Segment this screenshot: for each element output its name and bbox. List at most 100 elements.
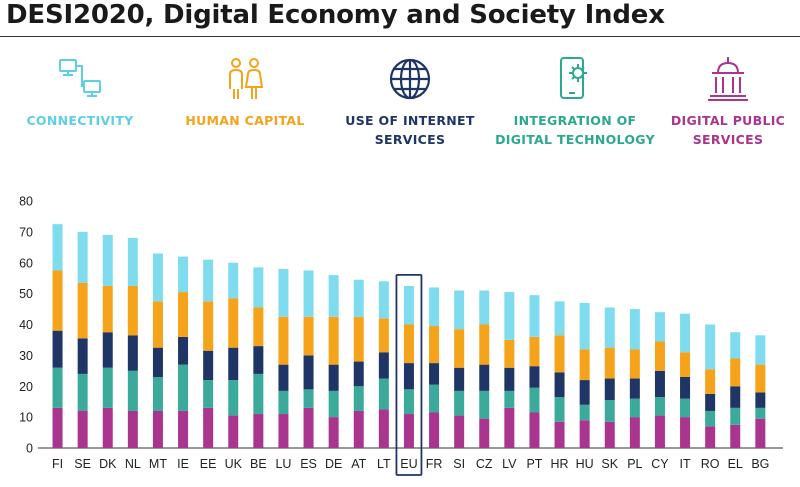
bar-segment-digital-technology: [579, 404, 590, 421]
x-tick-label: RO: [701, 457, 720, 471]
bar-segment-human-capital: [629, 349, 640, 379]
bar-segment-human-capital: [479, 324, 490, 365]
bar-segment-digital-technology: [228, 380, 239, 416]
bar-segment-digital-technology: [328, 390, 339, 418]
people-icon: [221, 55, 269, 103]
bar-segment-connectivity: [730, 332, 741, 359]
y-tick-label: 30: [19, 349, 33, 363]
bar-segment-internet-services: [654, 370, 665, 398]
bar-segment-digital-technology: [403, 389, 414, 415]
bar-segment-digital-technology: [604, 400, 615, 422]
bar-segment-digital-technology: [253, 373, 264, 415]
x-tick-label: SI: [453, 457, 465, 471]
bar-segment-internet-services: [429, 363, 440, 385]
bar-segment-digital-technology: [278, 390, 289, 415]
bar-segment-human-capital: [253, 307, 264, 347]
x-tick-label: EE: [200, 457, 217, 471]
bar-segment-public-services: [353, 410, 364, 448]
bar-segment-internet-services: [454, 367, 465, 391]
bar-segment-human-capital: [102, 285, 113, 333]
bar-segment-connectivity: [303, 270, 314, 317]
bar-segment-connectivity: [654, 312, 665, 342]
bar-segment-public-services: [629, 417, 640, 448]
bar-segment-internet-services: [504, 367, 515, 391]
bar-segment-human-capital: [178, 292, 189, 337]
bar-segment-connectivity: [52, 224, 63, 271]
bar-segment-human-capital: [328, 316, 339, 365]
x-tick-label: CZ: [476, 457, 493, 471]
bar-segment-digital-technology: [680, 398, 691, 418]
bar-segment-digital-technology: [654, 397, 665, 416]
bar-segment-internet-services: [604, 378, 615, 401]
bar-segment-digital-technology: [178, 364, 189, 411]
x-tick-label: ES: [300, 457, 317, 471]
bar-segment-human-capital: [654, 341, 665, 371]
dimension-digital-public-services: DIGITAL PUBLIC SERVICES: [648, 55, 800, 149]
x-tick-label: SK: [601, 457, 618, 471]
bar-segment-digital-technology: [203, 380, 214, 408]
bar-segment-human-capital: [278, 316, 289, 365]
bar-segment-human-capital: [203, 301, 214, 351]
bar-segment-digital-technology: [303, 389, 314, 408]
bar-segment-internet-services: [127, 335, 138, 371]
bar-segment-public-services: [403, 414, 414, 448]
x-tick-label: SE: [74, 457, 91, 471]
bar-segment-public-services: [654, 415, 665, 448]
bar-segment-connectivity: [604, 307, 615, 348]
dimension-label: HUMAN CAPITAL: [185, 113, 305, 128]
bar-segment-internet-services: [353, 361, 364, 387]
bar-segment-public-services: [152, 410, 163, 448]
bar-segment-connectivity: [203, 259, 214, 302]
bar-segment-internet-services: [378, 352, 389, 379]
bar-segment-internet-services: [178, 336, 189, 365]
bar-segment-human-capital: [579, 349, 590, 381]
bar-segment-internet-services: [253, 346, 264, 374]
bar-segment-human-capital: [52, 270, 63, 331]
bar-segment-digital-technology: [52, 367, 63, 408]
bar-segment-digital-technology: [629, 398, 640, 418]
bar-segment-human-capital: [730, 358, 741, 387]
bar-segment-public-services: [127, 410, 138, 448]
bar-segment-human-capital: [403, 324, 414, 364]
bar-segment-internet-services: [152, 347, 163, 377]
bar-segment-public-services: [529, 412, 540, 448]
bar-segment-connectivity: [479, 290, 490, 325]
bar-segment-human-capital: [504, 339, 515, 368]
bar-segment-internet-services: [328, 364, 339, 391]
bar-segment-digital-technology: [429, 384, 440, 413]
phone-gear-icon: [551, 55, 599, 103]
bar-segment-internet-services: [579, 380, 590, 405]
bar-segment-public-services: [730, 424, 741, 448]
bar-segment-public-services: [102, 407, 113, 448]
x-tick-label: HU: [576, 457, 594, 471]
bar-segment-internet-services: [479, 364, 490, 391]
bar-segment-internet-services: [629, 378, 640, 399]
bar-segment-public-services: [579, 420, 590, 448]
bar-segment-connectivity: [228, 262, 239, 299]
y-tick-label: 0: [26, 442, 33, 456]
bar-segment-internet-services: [278, 364, 289, 391]
dimension-label: DIGITAL PUBLIC: [670, 113, 786, 128]
bar-segment-human-capital: [604, 347, 615, 379]
bar-segment-connectivity: [529, 295, 540, 337]
x-tick-label: LV: [502, 457, 517, 471]
bar-segment-internet-services: [52, 330, 63, 368]
government-building-icon: [704, 55, 752, 103]
dimension-human-capital: HUMAN CAPITAL: [165, 55, 325, 130]
bar-segment-public-services: [504, 407, 515, 448]
dimension-label: CONNECTIVITY: [26, 113, 134, 128]
bar-segment-internet-services: [680, 376, 691, 399]
bar-segment-human-capital: [353, 316, 364, 362]
bar-segment-public-services: [228, 415, 239, 448]
y-tick-label: 20: [19, 380, 33, 394]
bar-segment-public-services: [378, 409, 389, 448]
x-tick-label: AT: [351, 457, 366, 471]
dimension-label-2: SERVICES: [374, 132, 446, 147]
bar-segment-internet-services: [228, 347, 239, 381]
y-tick-label: 60: [19, 256, 33, 270]
x-tick-label: FI: [52, 457, 63, 471]
x-tick-label: CY: [651, 457, 669, 471]
bar-segment-digital-technology: [504, 390, 515, 408]
x-tick-label: NL: [125, 457, 141, 471]
page-title: DESI2020, Digital Economy and Society In…: [6, 0, 665, 30]
